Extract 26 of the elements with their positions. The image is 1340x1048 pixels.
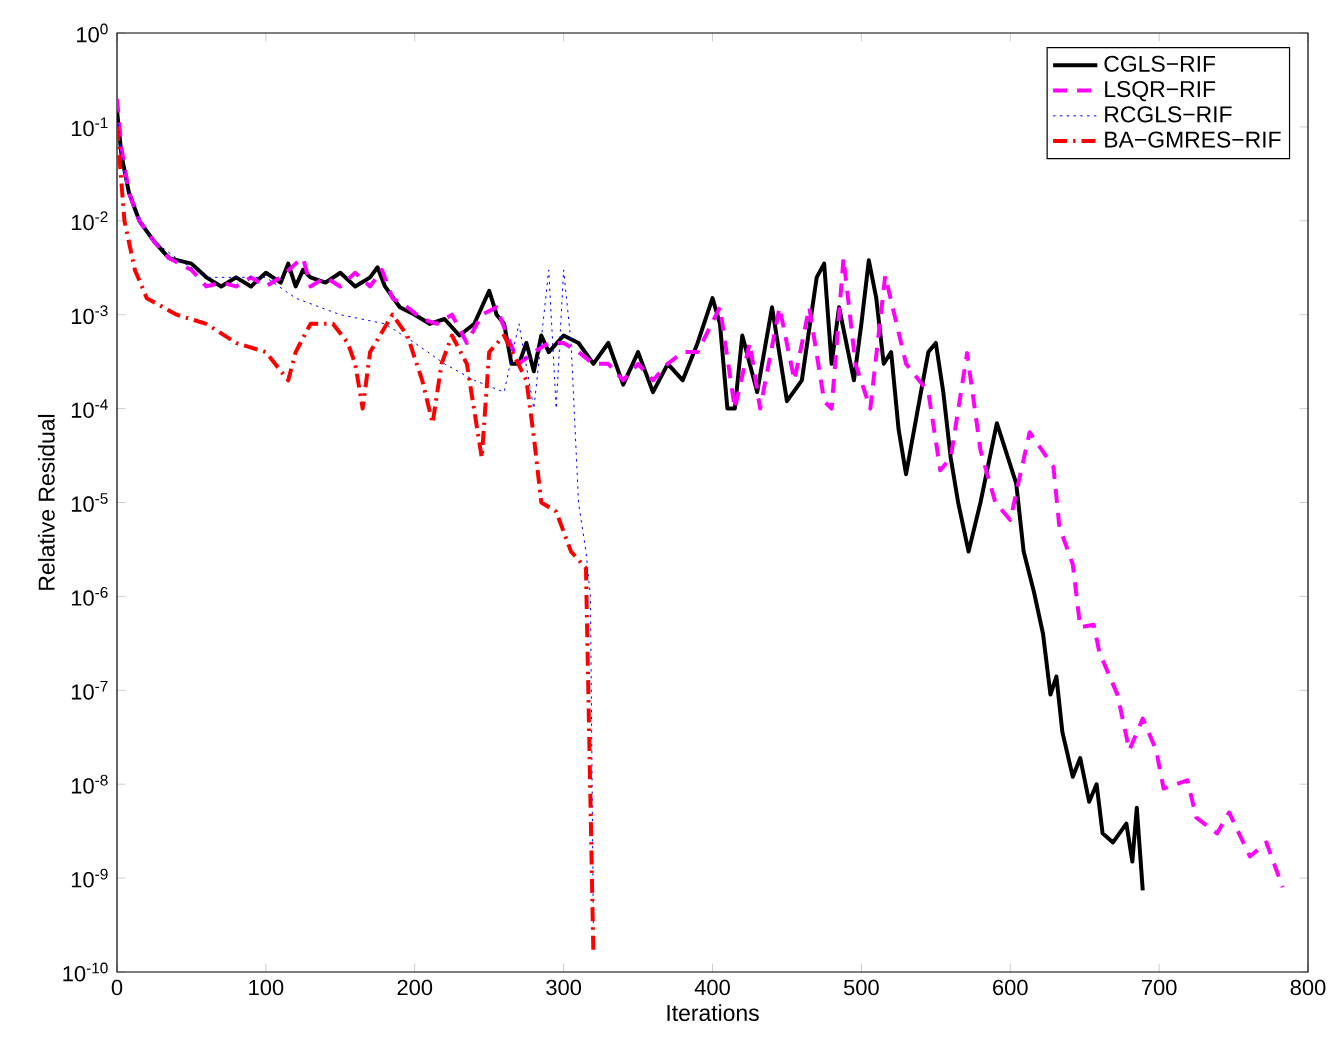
x-tick-label: 100 xyxy=(249,979,284,996)
x-tick-label: 200 xyxy=(397,979,433,996)
x-tick-label: 400 xyxy=(694,979,730,996)
y-tick-label: 10$^{-10}$ xyxy=(63,962,108,982)
x-tick-label: 700 xyxy=(1141,979,1177,996)
x-tick-label: 500 xyxy=(843,979,879,996)
x-tick-label: 800 xyxy=(1290,979,1326,996)
legend-label: CGLS−RIF xyxy=(1104,55,1216,72)
x-axis-title: Iterations xyxy=(667,1004,759,1022)
y-tick-label: 10$^{-9}$ xyxy=(71,868,108,888)
legend-label: BA−GMRES−RIF xyxy=(1105,131,1281,148)
x-tick-label: 300 xyxy=(546,979,582,996)
y-tick-label: 10$^{-8}$ xyxy=(71,774,108,794)
y-tick-label: 10$^{-2}$ xyxy=(71,211,108,231)
y-axis-title: Relative Residual xyxy=(37,414,55,590)
y-tick-label: 10$^{-7}$ xyxy=(71,680,108,700)
legend-label: RCGLS−RIF xyxy=(1105,106,1232,123)
y-tick-label: 10$^{-6}$ xyxy=(71,586,108,606)
y-tick-label: 10$^{-3}$ xyxy=(71,305,108,325)
x-tick-label: 600 xyxy=(993,979,1028,996)
y-tick-label: 10$^{-1}$ xyxy=(71,117,108,137)
y-tick-label: 10$^{-5}$ xyxy=(71,493,108,512)
legend-label: LSQR−RIF xyxy=(1105,80,1216,102)
x-tick-label: 0 xyxy=(111,979,123,996)
y-tick-label: 10$^{-4}$ xyxy=(71,399,108,418)
y-tick-label: 10$^{0}$ xyxy=(77,23,108,43)
